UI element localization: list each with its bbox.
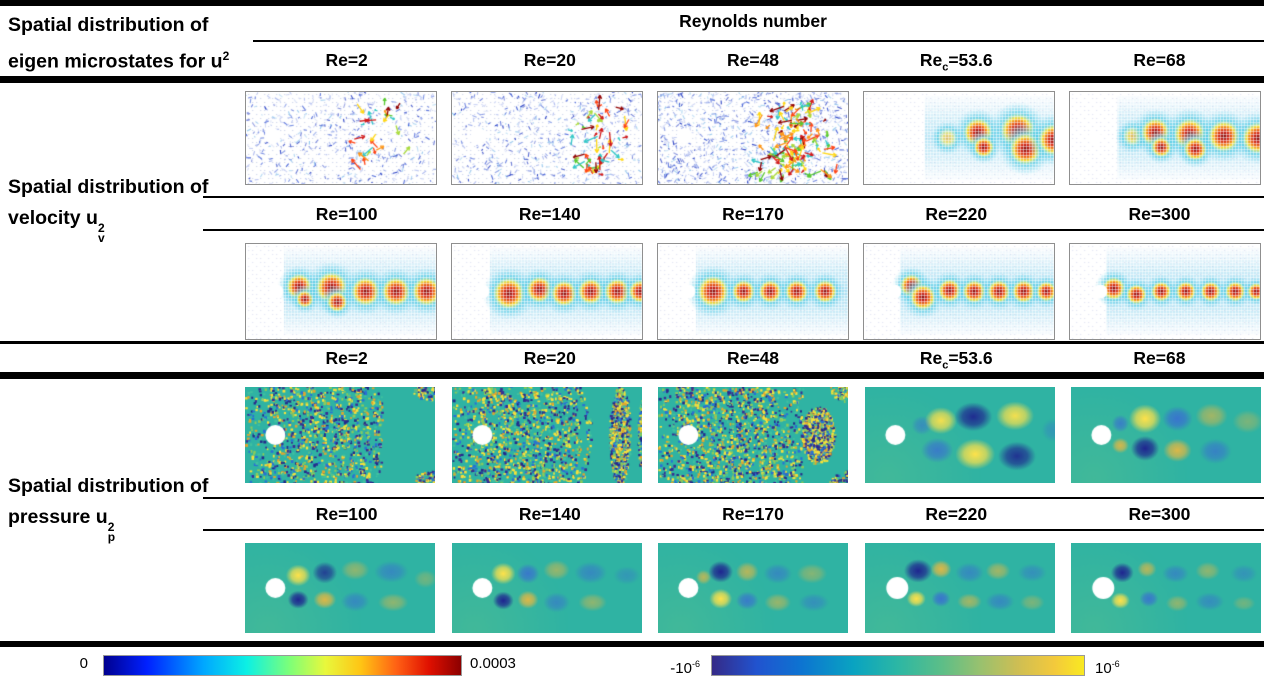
re-header: Re=68 <box>1133 348 1186 368</box>
divider-above-header4 <box>203 497 1264 499</box>
re-header: Rec=53.6 <box>919 50 993 74</box>
divider-below-header2 <box>203 229 1264 231</box>
panel-pressure-re20 <box>451 387 642 483</box>
velocity-panel-row-1 <box>245 91 1261 185</box>
header-row-2: Re=100 Re=140 Re=170 Re=220 Re=300 <box>245 202 1261 234</box>
header-row-1: Re=2 Re=20 Re=48 Rec=53.6 Re=68 <box>245 48 1261 80</box>
pressure-panel-row-1 <box>245 387 1261 483</box>
reynolds-number-header: Reynolds number <box>679 11 827 31</box>
pressure-panel-row-2 <box>245 543 1261 633</box>
velocity-colorbar-min-label: 0 <box>79 655 88 672</box>
divider-thick-2 <box>0 372 1264 379</box>
re-header: Re=170 <box>722 504 784 524</box>
panel-velocity-re140 <box>451 243 643 340</box>
re-header: Re=140 <box>518 204 581 224</box>
re-header: Rec=53.6 <box>919 348 993 372</box>
re-header: Re=100 <box>315 204 378 224</box>
panel-velocity-re100 <box>245 243 437 340</box>
velocity-colorbar <box>103 655 462 676</box>
velocity-label-line1: Spatial distribution of <box>8 176 209 198</box>
panel-velocity-re68 <box>1069 91 1261 185</box>
panel-pressure-rec53-6 <box>864 387 1055 483</box>
re-header: Re=48 <box>726 50 780 70</box>
re-header: Re=2 <box>325 50 368 70</box>
velocity-panel-row-2 <box>245 243 1261 340</box>
panel-pressure-re100 <box>245 543 435 633</box>
panel-pressure-re300 <box>1071 543 1261 633</box>
divider-above-header3 <box>0 341 1264 344</box>
re-header: Re=140 <box>518 504 581 524</box>
re-header: Re=100 <box>315 504 378 524</box>
re-header: Re=48 <box>726 348 780 368</box>
re-header: Re=68 <box>1133 50 1186 70</box>
panel-pressure-re68 <box>1071 387 1261 483</box>
pressure-colorbar-max-label: 10-6 <box>1095 659 1120 677</box>
re-header: Re=300 <box>1128 204 1191 224</box>
top-border-line <box>0 0 1264 6</box>
panel-velocity-re300 <box>1069 243 1261 340</box>
pressure-label-line1: Spatial distribution of <box>8 475 209 497</box>
panel-pressure-re2 <box>245 387 435 483</box>
panel-pressure-re140 <box>451 543 642 633</box>
panel-velocity-re48 <box>657 91 849 185</box>
velocity-colorbar-max-label: 0.0003 <box>470 655 516 672</box>
corner-label: Spatial distribution of eigen microstate… <box>8 10 229 78</box>
re-header: Re=20 <box>523 50 576 70</box>
re-header: Re=220 <box>925 204 988 224</box>
re-header: Re=220 <box>925 504 988 524</box>
reynolds-underline <box>253 40 1264 42</box>
panel-pressure-re220 <box>864 543 1055 633</box>
re-header: Re=300 <box>1128 504 1191 524</box>
re-header: Re=170 <box>722 204 784 224</box>
panel-pressure-re170 <box>658 543 848 633</box>
panel-velocity-rec53-6 <box>863 91 1055 185</box>
divider-thick-1 <box>0 76 1264 83</box>
panel-velocity-re170 <box>657 243 849 340</box>
header-row-3: Re=2 Re=20 Re=48 Rec=53.6 Re=68 <box>245 346 1261 378</box>
re-header: Re=2 <box>325 348 368 368</box>
corner-label-line1: Spatial distribution of <box>8 14 209 36</box>
divider-above-header2 <box>203 196 1264 198</box>
re-header: Re=20 <box>523 348 576 368</box>
pressure-colorbar-min-label: -10-6 <box>670 659 700 677</box>
panel-velocity-re220 <box>863 243 1055 340</box>
panel-pressure-re48 <box>658 387 848 483</box>
panel-velocity-re20 <box>451 91 643 185</box>
divider-below-header4 <box>203 529 1264 531</box>
divider-thick-3 <box>0 641 1264 647</box>
pressure-colorbar <box>711 655 1085 676</box>
panel-velocity-re2 <box>245 91 437 185</box>
corner-label-line2: eigen microstates for u2 <box>8 49 230 73</box>
header-row-4: Re=100 Re=140 Re=170 Re=220 Re=300 <box>245 502 1261 534</box>
